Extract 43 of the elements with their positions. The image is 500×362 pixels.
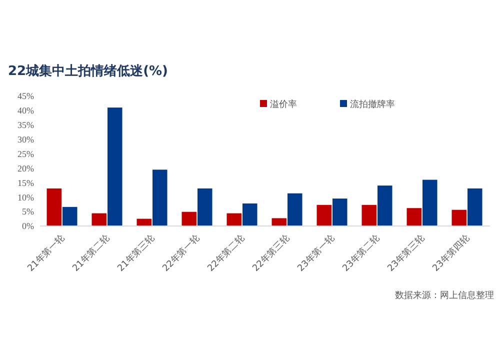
source-note: 数据来源：网上信息整理 xyxy=(395,290,494,301)
legend-label: 溢价率 xyxy=(270,99,297,110)
y-tick-label: 35% xyxy=(18,120,34,130)
x-tick-label: 23年第二轮 xyxy=(340,232,382,274)
bar xyxy=(46,188,62,226)
bar xyxy=(422,180,438,226)
chart-title: 22城集中土拍情绪低迷(%) xyxy=(8,64,168,79)
bar xyxy=(152,170,168,226)
bar xyxy=(182,212,196,226)
bar xyxy=(362,204,376,226)
bar xyxy=(62,206,78,226)
x-tick-label: 23年第四轮 xyxy=(430,232,472,274)
x-tick-label: 23年第一轮 xyxy=(296,232,337,274)
x-tick-label: 21年第三轮 xyxy=(116,232,157,274)
bar xyxy=(92,213,106,226)
bar xyxy=(272,218,286,226)
x-tick-label: 22年第三轮 xyxy=(250,232,292,274)
bar xyxy=(226,213,242,226)
bar xyxy=(378,186,392,226)
x-tick-label: 22年第二轮 xyxy=(206,232,247,274)
x-tick-label: 22年第一轮 xyxy=(160,232,202,274)
bar xyxy=(316,204,332,226)
bar xyxy=(108,108,122,226)
x-tick-label: 21年第一轮 xyxy=(26,232,67,274)
y-tick-label: 0% xyxy=(22,221,34,232)
y-tick-label: 40% xyxy=(18,106,34,116)
legend-label: 流拍撤牌率 xyxy=(350,99,395,110)
bar xyxy=(468,188,482,226)
bar xyxy=(406,208,422,226)
bar xyxy=(198,188,212,226)
y-tick-label: 25% xyxy=(18,148,34,159)
bar xyxy=(332,198,348,226)
y-tick-label: 15% xyxy=(18,178,34,188)
x-tick-label: 21年第二轮 xyxy=(70,232,112,274)
y-tick-label: 5% xyxy=(22,206,34,217)
bar xyxy=(452,210,466,226)
y-tick-label: 20% xyxy=(18,163,34,174)
x-tick-label: 23年第三轮 xyxy=(386,232,427,274)
y-tick-label: 45% xyxy=(18,91,34,102)
y-tick-label: 30% xyxy=(18,134,34,144)
bar xyxy=(242,203,258,226)
y-tick-label: 10% xyxy=(18,192,34,202)
bar xyxy=(288,193,302,226)
